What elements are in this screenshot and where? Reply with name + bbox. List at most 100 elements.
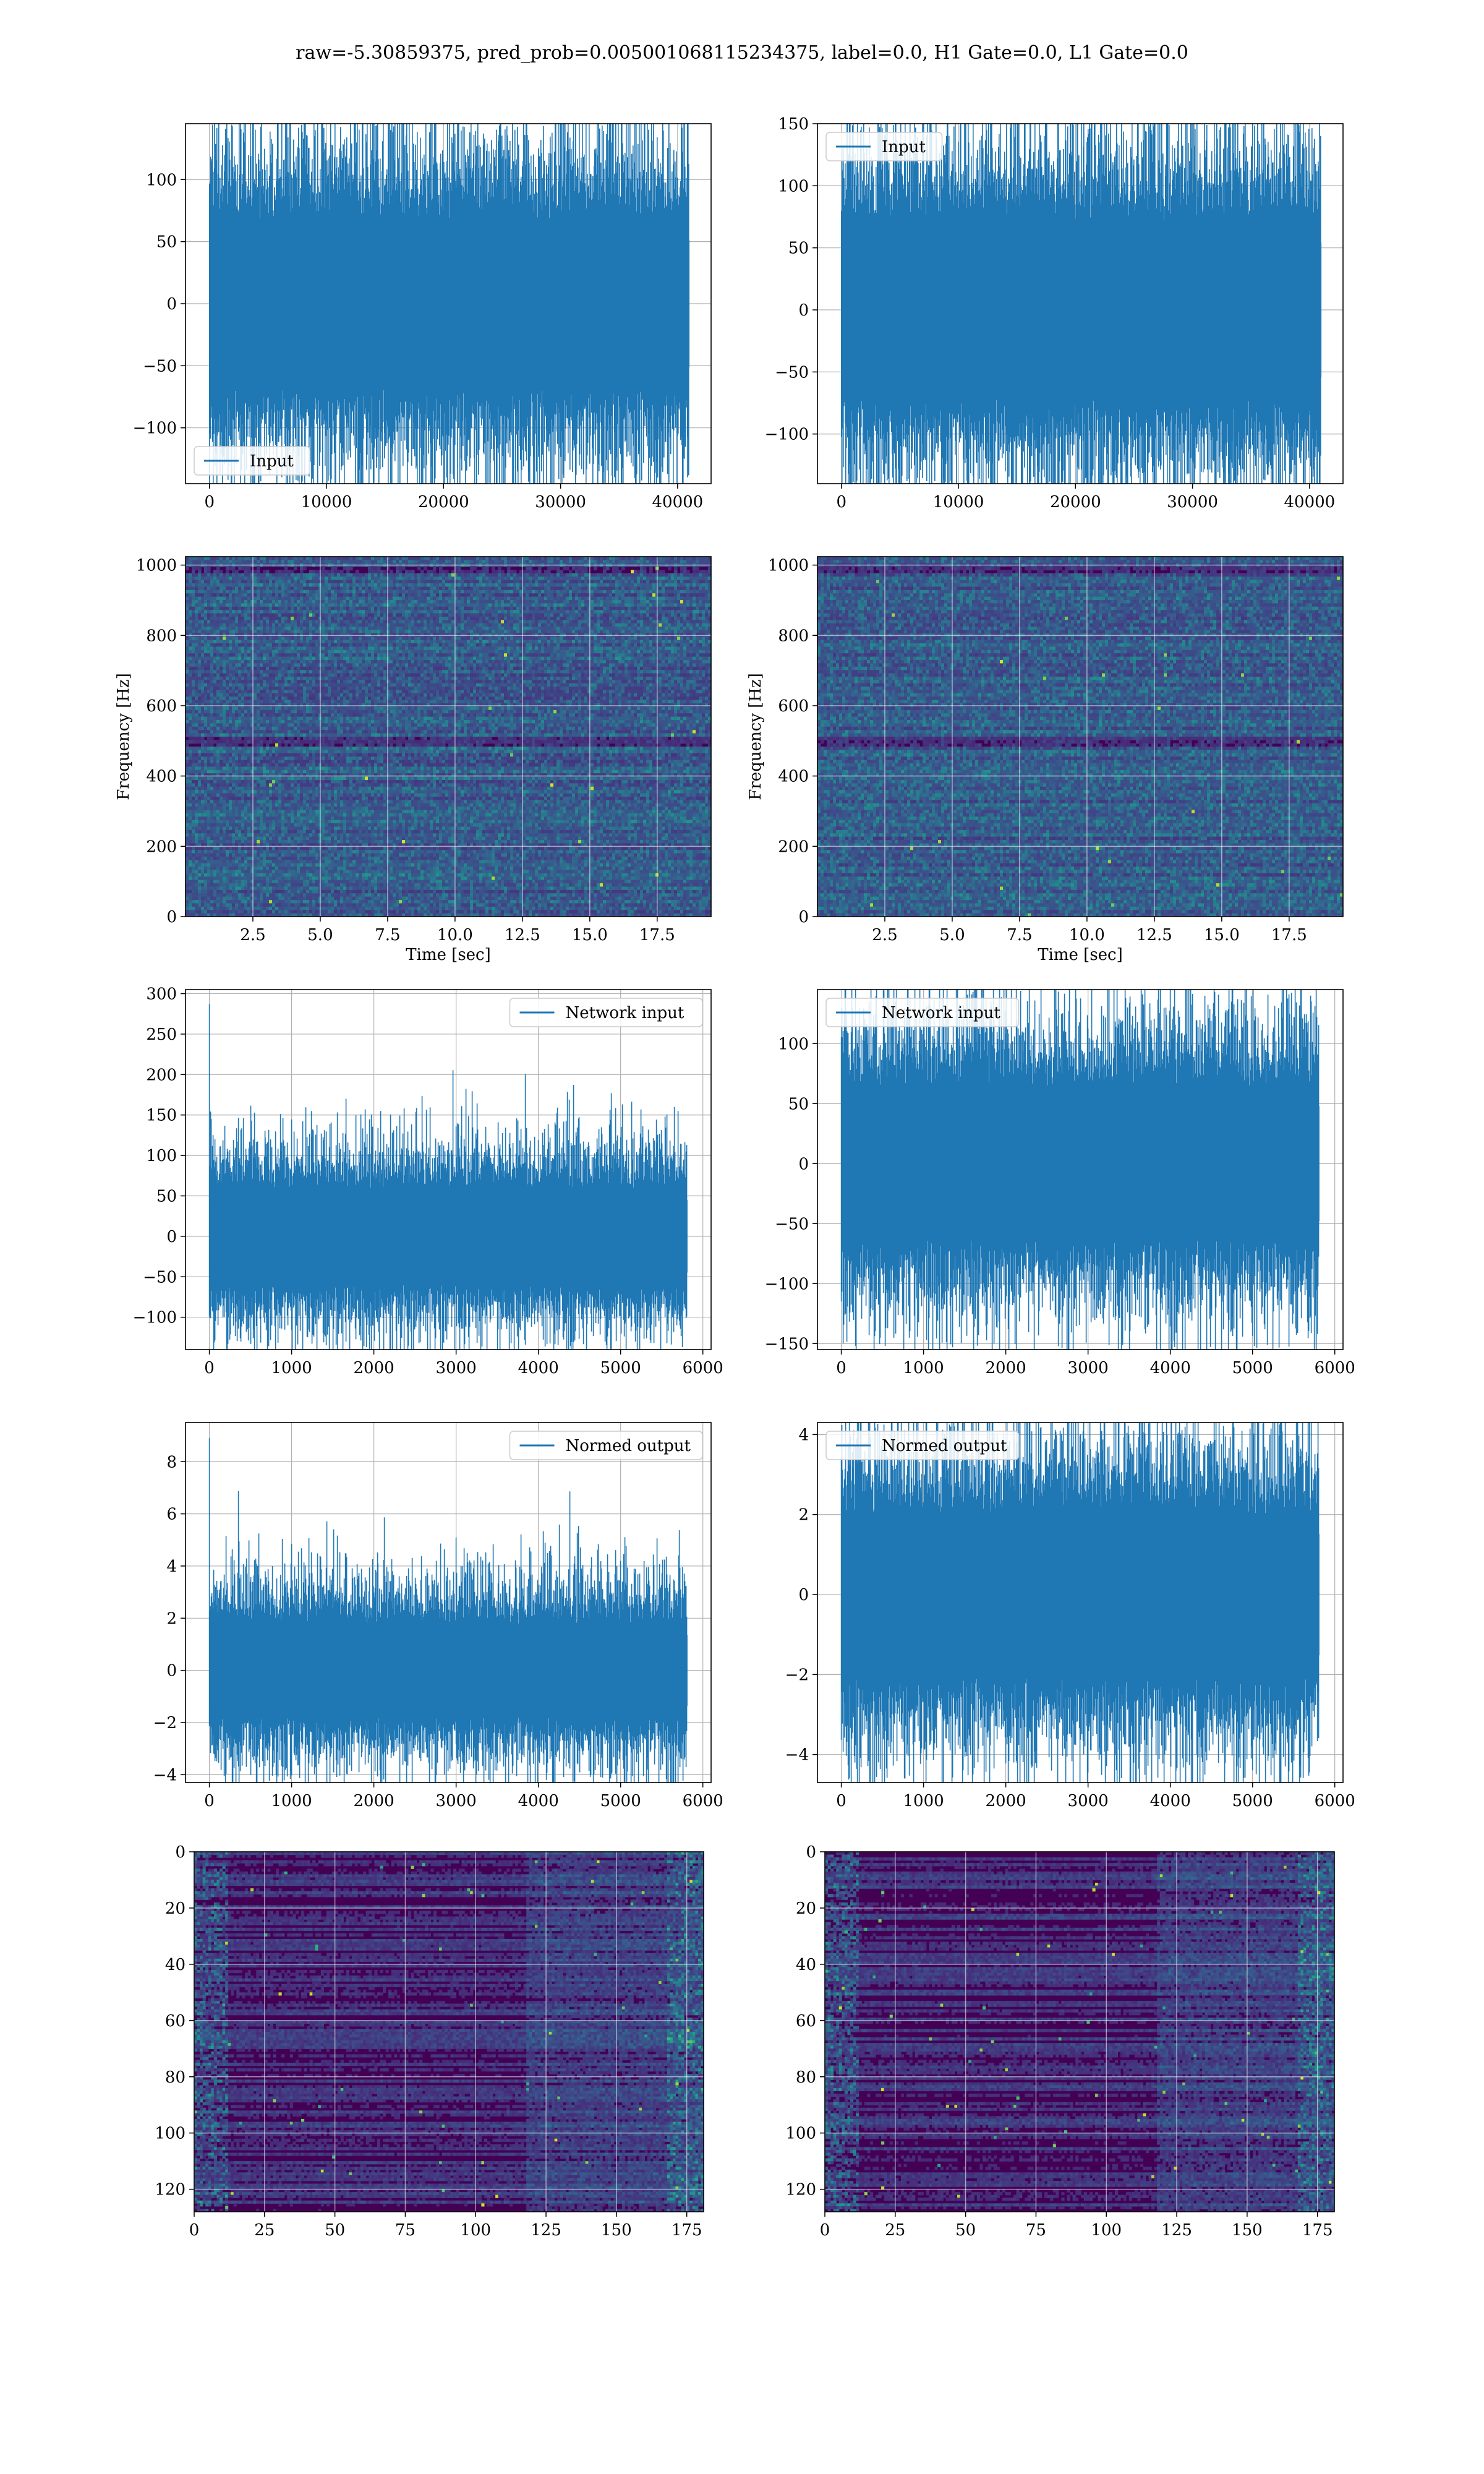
x-tick-label: 40000 bbox=[652, 493, 704, 511]
legend-label: Input bbox=[882, 138, 926, 156]
y-tick-label: −4 bbox=[785, 1746, 809, 1765]
x-tick-label: 6000 bbox=[1315, 1359, 1355, 1377]
x-tick-label: 0 bbox=[836, 1359, 846, 1377]
y-tick-label: −100 bbox=[765, 426, 809, 444]
x-axis-label: Time [sec] bbox=[1038, 946, 1123, 964]
y-tick-label: 50 bbox=[788, 239, 809, 258]
x-tick-label: 12.5 bbox=[1136, 926, 1172, 944]
series-band bbox=[842, 1113, 1319, 1214]
y-tick-label: 80 bbox=[165, 2068, 186, 2087]
legend-label: Input bbox=[250, 452, 294, 471]
y-tick-label: 200 bbox=[146, 837, 177, 856]
y-tick-label: 100 bbox=[785, 2125, 816, 2143]
x-tick-label: 25 bbox=[885, 2221, 905, 2240]
x-tick-label: 150 bbox=[1232, 2221, 1263, 2240]
axes-spec-h1: 2.5 5.0 7.5 10.0 12.5 15.0 17.5020040060080010… bbox=[114, 557, 712, 964]
y-tick-label: 800 bbox=[778, 627, 809, 645]
y-tick-label: −50 bbox=[775, 1215, 809, 1233]
x-tick-label: 0 bbox=[204, 1359, 215, 1377]
y-tick-label: 4 bbox=[166, 1557, 177, 1576]
y-tick-label: 50 bbox=[156, 233, 177, 252]
x-tick-label: 1000 bbox=[271, 1359, 312, 1377]
x-tick-label: 5.0 bbox=[307, 926, 333, 944]
y-tick-label: 1000 bbox=[136, 557, 177, 575]
y-tick-label: 0 bbox=[798, 1155, 809, 1173]
x-tick-label: 75 bbox=[1026, 2221, 1046, 2240]
y-tick-label: 40 bbox=[796, 1956, 816, 1974]
x-tick-label: 2.5 bbox=[872, 926, 897, 944]
y-tick-label: 40 bbox=[165, 1956, 186, 1974]
x-tick-label: 5000 bbox=[1232, 1792, 1273, 1810]
x-tick-label: 100 bbox=[460, 2221, 491, 2240]
x-tick-label: 30000 bbox=[535, 493, 586, 511]
y-tick-label: 20 bbox=[796, 1899, 816, 1918]
y-tick-label: −2 bbox=[153, 1714, 177, 1732]
x-tick-label: 4000 bbox=[1150, 1792, 1191, 1810]
x-tick-label: 50 bbox=[325, 2221, 345, 2240]
legend-label: Normed output bbox=[882, 1437, 1007, 1455]
y-tick-label: 0 bbox=[798, 301, 809, 320]
x-tick-label: 0 bbox=[189, 2221, 200, 2240]
y-tick-label: 0 bbox=[166, 1662, 177, 1680]
y-tick-label: 0 bbox=[166, 1228, 177, 1246]
x-tick-label: 40000 bbox=[1284, 493, 1336, 511]
y-tick-label: 1000 bbox=[768, 557, 809, 575]
y-tick-label: −50 bbox=[775, 363, 809, 382]
x-tick-label: 7.5 bbox=[375, 926, 400, 944]
x-tick-label: 100 bbox=[1091, 2221, 1122, 2240]
x-tick-label: 125 bbox=[531, 2221, 561, 2240]
y-tick-label: 600 bbox=[146, 697, 177, 716]
x-tick-label: 20000 bbox=[1050, 493, 1101, 511]
y-tick-label: 120 bbox=[155, 2181, 186, 2199]
x-tick-label: 4000 bbox=[1150, 1359, 1191, 1377]
x-tick-label: 0 bbox=[836, 1792, 846, 1810]
series-band bbox=[210, 1205, 687, 1269]
series-band bbox=[210, 1639, 687, 1701]
y-tick-label: 20 bbox=[165, 1899, 186, 1918]
y-tick-label: −4 bbox=[153, 1766, 177, 1784]
y-tick-label: 0 bbox=[798, 908, 809, 927]
y-tick-label: 0 bbox=[806, 1843, 816, 1862]
y-tick-label: 100 bbox=[146, 171, 177, 189]
y-tick-label: −50 bbox=[143, 357, 177, 375]
x-tick-label: 1000 bbox=[903, 1359, 944, 1377]
x-tick-label: 2000 bbox=[986, 1359, 1026, 1377]
y-tick-label: 80 bbox=[796, 2068, 816, 2087]
x-tick-label: 0 bbox=[204, 493, 215, 511]
x-tick-label: 7.5 bbox=[1007, 926, 1032, 944]
y-tick-label: 60 bbox=[796, 2012, 816, 2031]
y-tick-label: −100 bbox=[133, 419, 177, 438]
legend-label: Network input bbox=[882, 1004, 1000, 1022]
x-tick-label: 10000 bbox=[301, 493, 352, 511]
x-tick-label: 175 bbox=[1302, 2221, 1333, 2240]
y-tick-label: 120 bbox=[785, 2181, 816, 2199]
legend-label: Normed output bbox=[566, 1437, 691, 1455]
x-tick-label: 5000 bbox=[600, 1359, 641, 1377]
y-tick-label: −50 bbox=[143, 1268, 177, 1286]
legend: Network input bbox=[510, 998, 703, 1027]
y-tick-label: 200 bbox=[778, 837, 809, 856]
y-tick-label: −100 bbox=[133, 1309, 177, 1327]
heatmap-cells bbox=[194, 1852, 704, 2212]
y-axis-label: Frequency [Hz] bbox=[746, 673, 765, 800]
x-tick-label: 3000 bbox=[436, 1359, 477, 1377]
legend: Normed output bbox=[826, 1431, 1019, 1460]
x-tick-label: 2000 bbox=[986, 1792, 1026, 1810]
x-tick-label: 50 bbox=[955, 2221, 976, 2240]
y-tick-label: 6 bbox=[166, 1505, 177, 1524]
y-axis-label: Frequency [Hz] bbox=[114, 673, 133, 800]
y-tick-label: 2 bbox=[166, 1609, 177, 1628]
x-tick-label: 6000 bbox=[683, 1792, 723, 1810]
x-tick-label: 1000 bbox=[271, 1792, 312, 1810]
x-tick-label: 20000 bbox=[418, 493, 469, 511]
x-tick-label: 30000 bbox=[1167, 493, 1218, 511]
x-tick-label: 125 bbox=[1161, 2221, 1192, 2240]
y-tick-label: 150 bbox=[778, 115, 809, 134]
y-tick-label: 100 bbox=[778, 177, 809, 195]
y-tick-label: 100 bbox=[146, 1147, 177, 1165]
